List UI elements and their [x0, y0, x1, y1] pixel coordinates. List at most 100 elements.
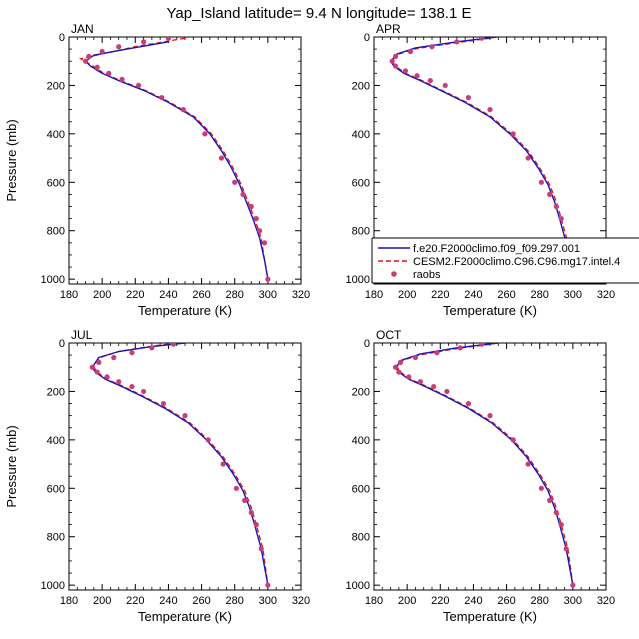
raobs-point: [116, 379, 122, 385]
series-line-f-e20: [84, 41, 269, 280]
x-tick-label: 280: [531, 289, 549, 301]
legend-marker: [391, 271, 397, 277]
raobs-point: [510, 437, 516, 443]
raobs-point: [89, 364, 95, 370]
y-tick-label: 1000: [41, 274, 65, 286]
raobs-point: [232, 179, 238, 185]
figure-title: Yap_Island latitude= 9.4 N longitude= 13…: [167, 5, 472, 22]
raobs-point: [265, 582, 271, 588]
x-tick-label: 240: [464, 595, 482, 607]
raobs-point: [414, 73, 420, 79]
panel-jul: JUL 180 200 220 240 260 280 300 320 0 200 400 600 800…: [4, 328, 310, 624]
raobs-point: [392, 63, 399, 69]
raobs-point: [396, 369, 402, 375]
raobs-point: [116, 44, 122, 50]
raobs-point: [525, 461, 531, 467]
x-tick-label: 220: [431, 289, 449, 301]
raobs-point: [406, 374, 412, 380]
x-tick-label: 240: [464, 289, 482, 301]
raobs-point: [417, 379, 423, 385]
raobs-point: [558, 522, 564, 528]
raobs-point: [412, 354, 419, 361]
series-line-f-e20: [394, 343, 574, 586]
raobs-point: [233, 485, 239, 491]
raobs-point: [265, 276, 271, 282]
raobs-point: [82, 58, 89, 64]
raobs-point: [553, 509, 559, 516]
panel-title: JAN: [71, 22, 94, 36]
raobs-point: [140, 388, 147, 395]
x-tick-label: 320: [597, 595, 615, 607]
x-axis-label: Temperature (K): [138, 609, 232, 624]
raobs-point: [140, 39, 147, 45]
raobs-point: [248, 203, 254, 210]
raobs-point: [94, 369, 100, 375]
x-tick-label: 280: [226, 289, 244, 301]
raobs-point: [392, 53, 399, 59]
raobs-point: [129, 383, 135, 390]
raobs-point: [465, 400, 472, 407]
x-tick-label: 320: [292, 289, 310, 301]
x-tick-label: 220: [431, 595, 449, 607]
x-tick-label: 280: [531, 595, 549, 607]
raobs-point: [553, 203, 559, 210]
raobs-point: [538, 179, 544, 185]
raobs-point: [389, 58, 395, 64]
legend-label: raobs: [413, 269, 441, 281]
y-tick-label: 0: [364, 338, 370, 350]
raobs-point: [457, 345, 463, 351]
panel-title: JUL: [71, 328, 93, 342]
x-tick-label: 260: [192, 289, 210, 301]
plot-frame: [68, 342, 302, 591]
raobs-point: [170, 343, 176, 347]
raobs-point: [99, 48, 105, 55]
x-tick-label: 220: [126, 289, 144, 301]
data-layer: [89, 343, 271, 588]
raobs-point: [111, 354, 117, 361]
y-tick-label: 600: [47, 177, 65, 189]
y-tick-label: 0: [364, 32, 370, 44]
raobs-point: [392, 364, 399, 370]
raobs-point: [253, 522, 259, 528]
panel-apr: APR 180 200 220 240 260 280 300 320 0 200 400 600 800…: [346, 22, 616, 318]
raobs-point: [104, 374, 110, 380]
x-tick-label: 200: [398, 595, 416, 607]
raobs-point: [525, 155, 531, 161]
raobs-point: [160, 400, 167, 407]
y-tick-label: 400: [352, 435, 370, 447]
raobs-point: [427, 77, 433, 84]
series-line-cesm2: [396, 343, 574, 586]
y-tick-label: 400: [352, 129, 370, 141]
raobs-point: [256, 228, 263, 234]
x-tick-label: 240: [159, 595, 177, 607]
raobs-point: [429, 44, 435, 50]
x-tick-label: 220: [126, 595, 144, 607]
data-layer: [78, 37, 271, 282]
raobs-point: [402, 68, 409, 74]
raobs-point: [149, 345, 155, 351]
raobs-point: [479, 343, 485, 347]
raobs-point: [253, 216, 259, 222]
panel-jan: JAN 180 200 220 240 260 280 300 320 0 200 400 600 800…: [4, 22, 310, 318]
y-tick-label: 600: [352, 177, 370, 189]
panel-oct: OCT 180 200 220 240 260 280 300 320 0 200 400 600 800…: [346, 328, 616, 624]
y-tick-label: 1000: [41, 580, 65, 592]
x-tick-label: 300: [259, 595, 277, 607]
y-tick-label: 600: [352, 483, 370, 495]
data-layer: [389, 37, 576, 282]
y-tick-label: 200: [352, 386, 370, 398]
panels: JAN 180 200 220 240 260 280 300 320 0 200 400 600 800…: [4, 22, 615, 624]
x-axis-label: Temperature (K): [443, 609, 537, 624]
y-axis-label: Pressure (mb): [4, 119, 19, 201]
raobs-point: [479, 37, 485, 41]
series-line-f-e20: [91, 343, 269, 586]
raobs-point: [180, 107, 186, 113]
raobs-point: [119, 76, 125, 82]
raobs-point: [240, 191, 246, 198]
raobs-point: [94, 64, 100, 70]
raobs-point: [444, 388, 450, 395]
legend: f.e20.F2000climo.f09_f09.297.001CESM2.F2…: [371, 237, 639, 284]
raobs-point: [570, 582, 576, 588]
x-tick-label: 180: [365, 289, 383, 301]
